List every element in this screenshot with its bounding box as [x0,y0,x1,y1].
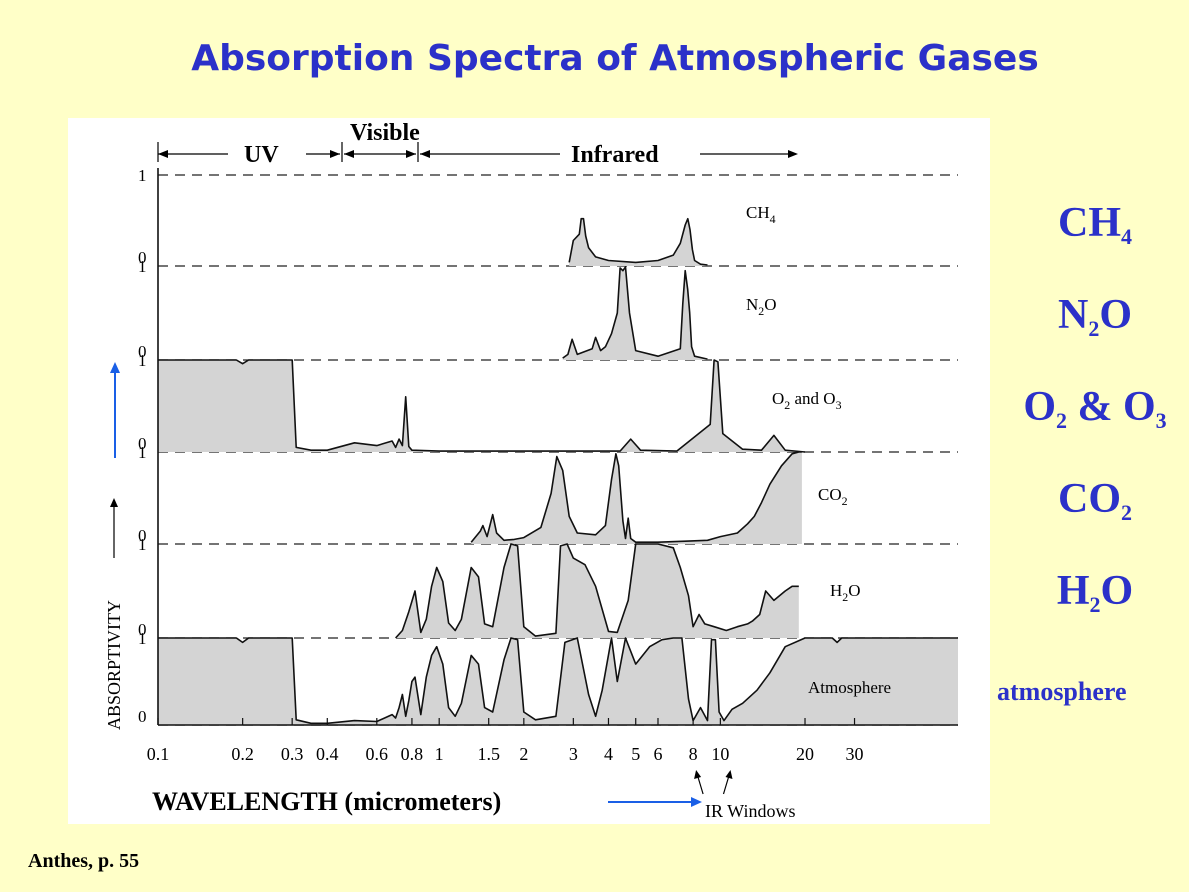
gas-label-subscript: 2 [1056,408,1067,433]
y-tick-label: 0 [138,342,147,361]
gas-label-base: H [1056,568,1090,614]
gas-label-subscript: 2 [1121,500,1132,525]
gas-label-h2o: H2O [1010,570,1180,616]
absorption-spectra-figure: UV Visible Infrared CH4 N2O O2 and O3 CO2 H2O A… [68,118,990,824]
arrowhead-icon [420,150,430,158]
gas-label-subscript: 4 [1121,224,1132,249]
uv-label: UV [244,142,279,168]
spectrum-line [470,451,802,543]
y-tick-label: 1 [138,351,147,370]
panel-h2o: H2O [158,543,958,639]
slide-title: Absorption Spectra of Atmospheric Gases [191,38,1039,79]
gas-label-ch4: CH4 [1010,202,1180,248]
gas-label-base: N [1057,292,1089,338]
panel-label: O2 and O3 [772,389,842,412]
panel-label: CO2 [818,485,848,508]
x-tick-label: 1 [435,744,444,764]
x-axis: 0.1 0.2 0.3 0.4 0.6 0.8 1 1.5 2 3 4 5 6 8 10 20 30 [147,718,958,764]
y-tick-label: 0 [138,434,147,453]
gas-label-n2o: N2O [1010,294,1180,340]
arrowhead-icon [725,770,733,779]
spectrum-area [158,638,958,725]
x-tick-label: 1.5 [477,744,500,764]
panel-label: CH4 [746,203,776,226]
x-tick-label: 0.2 [231,744,254,764]
panel-n2o: N2O [158,266,958,361]
gas-label-o2-o3: O2 & O3 [1010,386,1180,432]
spectrum-area [471,452,802,544]
spectrum-line [158,637,958,725]
x-tick-label: 30 [846,744,864,764]
x-tick-label: 5 [631,744,640,764]
gas-label-base: O [1023,384,1056,430]
y-axis-label: ABSORPTIVITY [104,600,124,730]
panel-o2-and-o3: O2 and O3 [158,359,958,453]
source-credit: Anthes, p. 55 [28,850,140,872]
y-tick-label: 1 [138,166,147,185]
panel-label: H2O [830,581,861,604]
x-tick-label: 0.3 [281,744,304,764]
y-tick-label: 0 [138,707,147,726]
x-tick-label: 20 [796,744,814,764]
gas-label-base: CO [1058,476,1121,522]
arrowhead-icon [344,150,354,158]
gas-label-base: CH [1058,200,1121,246]
visible-label: Visible [350,120,420,146]
spectrum-line [158,359,806,453]
spectral-region-header: UV Visible Infrared [157,120,798,168]
spectrum-area [569,218,708,266]
arrowhead-icon [694,770,702,779]
panel-label: N2O [746,295,777,318]
spectrum-line [568,217,708,266]
atmosphere-label: atmosphere [997,677,1127,706]
arrowhead-icon [110,362,120,373]
x-tick-label: 8 [689,744,698,764]
arrowhead-icon [158,150,168,158]
gas-label-tail: O [1099,292,1132,338]
spectrum-area [395,544,799,638]
x-tick-label: 6 [653,744,662,764]
y-tick-label: 1 [138,443,147,462]
x-tick-label: 3 [569,744,578,764]
y-tick-label: 0 [138,620,147,639]
infrared-label: Infrared [571,142,659,168]
panel-ch4: CH4 [158,203,958,267]
spectra-chart: UV Visible Infrared CH4 N2O O2 and O3 CO2 H2O A… [104,120,958,821]
gas-label-tail: & O [1067,384,1156,430]
x-tick-label: 4 [604,744,613,764]
gas-label-subscript: 2 [1089,592,1101,617]
ir-windows-label: IR Windows [705,801,795,821]
gas-label-tail: O [1100,568,1134,614]
x-tick-label: 2 [519,744,528,764]
arrowhead-icon [110,498,118,507]
x-tick-label: 0.8 [401,744,424,764]
gas-label-subscript: 2 [1088,316,1100,341]
y-tick-label: 1 [138,535,147,554]
x-tick-label: 0.6 [366,744,389,764]
spectrum-line [562,266,708,360]
x-tick-label: 0.1 [147,744,170,764]
gas-label-subscript: 3 [1155,408,1167,433]
y-tick-label: 1 [138,629,147,648]
y-tick-label: 1 [138,257,147,276]
panel-label: Atmosphere [808,678,891,697]
panel-co2: CO2 [158,451,958,545]
arrowhead-icon [406,150,416,158]
arrowhead-icon [691,797,702,807]
spectrum-area [158,360,805,452]
arrowhead-icon [330,150,340,158]
gas-panels: CH4 N2O O2 and O3 CO2 H2O Atmosphere [158,174,958,726]
x-axis-label: WAVELENGTH (micrometers) [152,787,501,816]
y-tick-label: 0 [138,526,147,545]
panel-atmosphere: Atmosphere [158,637,958,726]
x-axis-footer: WAVELENGTH (micrometers) IR Windows [152,770,795,821]
y-tick-label: 0 [138,248,147,267]
gas-label-co2: CO2 [1010,478,1180,524]
x-tick-label: 0.4 [316,744,339,764]
x-tick-label: 10 [711,744,729,764]
spectrum-line [395,543,799,639]
arrowhead-icon [788,150,798,158]
